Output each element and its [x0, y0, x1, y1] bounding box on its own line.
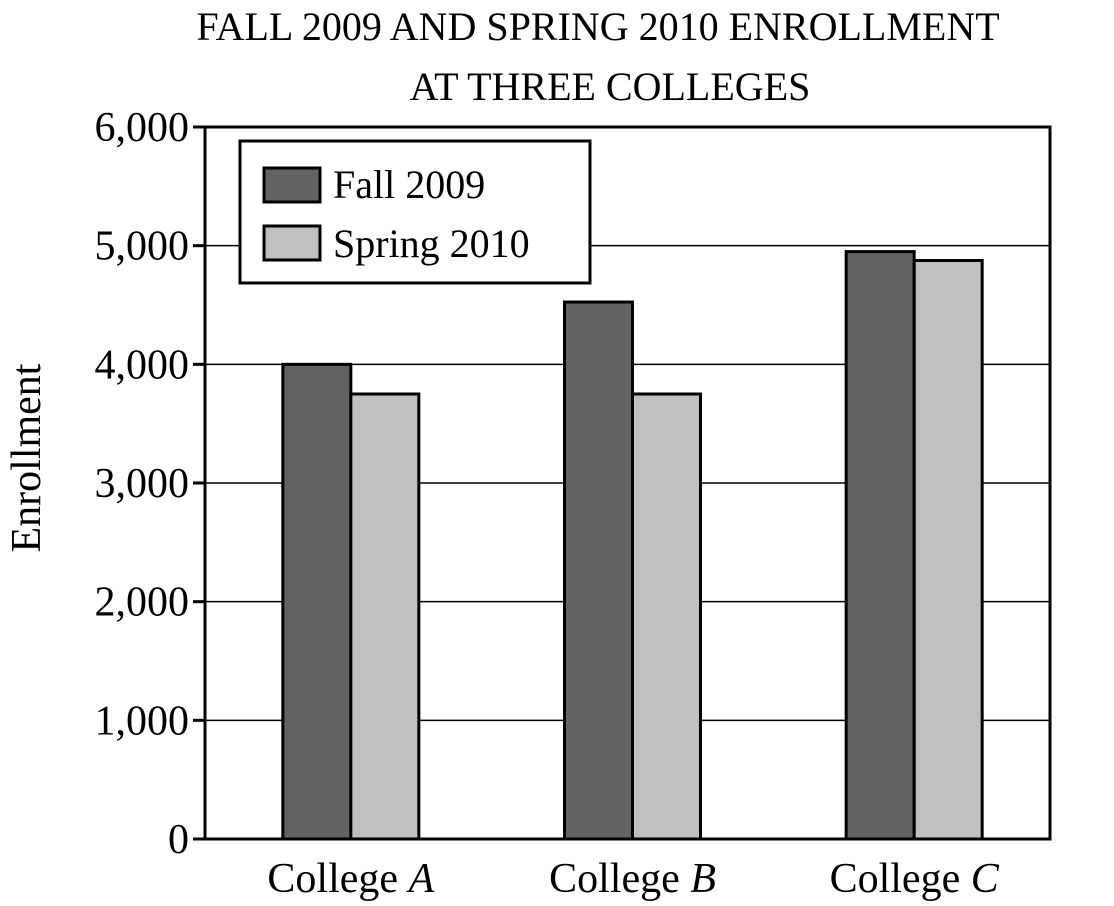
legend-swatch-spring-2010 [262, 224, 322, 262]
bar-spring-2010-college-b [631, 392, 702, 841]
x-category-label: College C [830, 856, 1000, 902]
y-tick-label: 3,000 [95, 461, 190, 507]
y-tick-label: 6,000 [95, 105, 190, 151]
y-tick-label: 4,000 [95, 342, 190, 388]
y-tick-label: 5,000 [95, 224, 190, 270]
bar-fall-2009-college-c [844, 250, 916, 841]
legend-swatch-fall-2009 [262, 166, 322, 204]
legend-box [238, 139, 592, 285]
legend-label-spring-2010: Spring 2010 [333, 221, 530, 266]
chart-title-line-1: FALL 2009 AND SPRING 2010 ENROLLMENT [196, 4, 999, 49]
bar-fall-2009-college-a [281, 362, 353, 841]
bar-spring-2010-college-a [349, 392, 421, 841]
y-tick-label: 1,000 [95, 698, 190, 744]
x-category-label: College A [267, 856, 434, 902]
chart-title-line-2: AT THREE COLLEGES [410, 64, 811, 109]
bars [281, 250, 984, 841]
bar-fall-2009-college-b [563, 300, 634, 841]
x-category-label: College B [549, 856, 716, 902]
y-axis-label: Enrollment [4, 363, 50, 552]
plot-frame [203, 125, 1052, 841]
legend-label-fall-2009: Fall 2009 [333, 162, 485, 207]
bar-spring-2010-college-c [912, 259, 984, 841]
legend: Fall 2009 Spring 2010 [238, 139, 592, 285]
y-tick-label: 2,000 [95, 580, 190, 626]
y-tick-label: 0 [168, 817, 189, 863]
x-axis-categories: College A College B College C [267, 856, 999, 902]
y-axis-ticks: 0 1,000 2,000 3,000 4,000 5,000 6,000 [95, 105, 205, 863]
